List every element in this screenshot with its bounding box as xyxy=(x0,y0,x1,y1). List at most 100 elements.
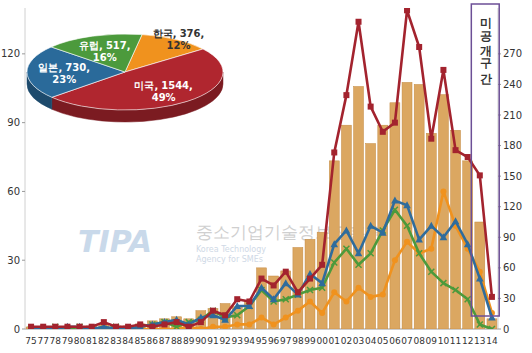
marker xyxy=(356,19,362,25)
marker xyxy=(404,8,410,13)
marker xyxy=(270,295,278,302)
x-tick-label: 93 xyxy=(232,336,243,346)
marker xyxy=(234,296,240,302)
y-tick-label: 60 xyxy=(7,186,20,197)
marker xyxy=(368,104,374,110)
marker xyxy=(331,260,337,266)
bar xyxy=(475,222,485,329)
x-tick-label: 05 xyxy=(377,336,388,346)
marker xyxy=(89,324,95,329)
marker xyxy=(28,324,34,329)
bar xyxy=(402,82,412,329)
marker xyxy=(343,92,349,98)
pie-category: 일본, xyxy=(38,62,62,73)
marker xyxy=(391,197,399,204)
y-tick xyxy=(22,122,25,123)
marker xyxy=(113,324,119,329)
watermark: Korea Technology xyxy=(196,245,266,254)
marker xyxy=(149,324,155,329)
marker xyxy=(222,312,228,318)
marker xyxy=(343,226,351,233)
marker xyxy=(380,292,386,298)
x-tick-label: 09 xyxy=(426,336,438,346)
marker xyxy=(427,222,435,229)
pie-label: 일본,730, xyxy=(38,62,90,73)
marker xyxy=(64,324,70,329)
line xyxy=(31,210,492,329)
x-tick-label: 92 xyxy=(219,336,230,346)
marker xyxy=(392,257,398,263)
x-tick-label: 04 xyxy=(365,336,377,346)
watermark: TIPA xyxy=(78,224,152,259)
y2-tick-label: 180 xyxy=(503,140,522,151)
marker xyxy=(283,296,289,302)
marker xyxy=(392,120,398,126)
pie-category: 미국, xyxy=(134,80,158,91)
marker xyxy=(453,287,459,293)
y2-tick-label: 150 xyxy=(503,171,522,182)
y-tick xyxy=(22,329,25,330)
marker xyxy=(283,269,289,275)
pie-percent-label: 49% xyxy=(152,92,176,103)
marker xyxy=(282,279,290,286)
marker xyxy=(428,136,434,142)
marker xyxy=(246,298,252,304)
marker xyxy=(440,280,446,286)
x-tick-label: 01 xyxy=(329,336,340,346)
marker xyxy=(40,324,46,329)
marker xyxy=(64,323,72,329)
pie-value-label: 1544, xyxy=(161,80,193,91)
x-tick-label: 85 xyxy=(134,336,145,346)
x-tick-label: 97 xyxy=(280,336,291,346)
pie-label: 미국,1544, xyxy=(134,80,192,91)
marker xyxy=(210,324,216,329)
x-tick-label: 14 xyxy=(486,336,498,346)
pie-percent-label: 16% xyxy=(93,52,117,63)
pie-label: 유럽,517, xyxy=(79,40,131,51)
annotation: 미공개구간 xyxy=(477,8,494,78)
x-tick-label: 82 xyxy=(98,336,109,346)
y2-tick-label: 0 xyxy=(503,324,509,335)
marker xyxy=(464,240,472,247)
y2-tick-label: 30 xyxy=(503,293,516,304)
marker xyxy=(367,222,375,229)
y2-tick-label: 90 xyxy=(503,232,516,243)
x-tick-label: 08 xyxy=(413,336,425,346)
y2-tick xyxy=(498,329,501,330)
y-tick-label: 120 xyxy=(1,48,20,59)
marker xyxy=(416,250,422,256)
x-tick-label: 10 xyxy=(438,336,450,346)
marker xyxy=(330,240,338,247)
pie xyxy=(27,34,223,122)
marker xyxy=(489,326,495,329)
marker xyxy=(452,217,460,224)
background xyxy=(0,0,532,353)
chart: TIPA중소기업기술정보진흥원Korea TechnologyAgency fo… xyxy=(0,0,532,353)
x-tick-label: 81 xyxy=(86,336,97,346)
x-tick-label: 78 xyxy=(50,336,62,346)
marker xyxy=(101,319,107,325)
marker xyxy=(271,282,277,288)
x-tick-label: 99 xyxy=(304,336,316,346)
x-tick-label: 00 xyxy=(316,336,328,346)
marker xyxy=(137,321,143,327)
bar xyxy=(414,84,424,329)
marker xyxy=(319,310,325,316)
x-tick-label: 13 xyxy=(474,336,485,346)
marker xyxy=(379,229,387,236)
y2-tick-label: 270 xyxy=(503,48,522,59)
marker xyxy=(77,324,83,329)
x-tick-label: 11 xyxy=(450,336,461,346)
marker xyxy=(368,250,374,256)
marker xyxy=(77,324,83,329)
x-tick-label: 02 xyxy=(341,336,352,346)
marker xyxy=(415,236,423,243)
x-tick-label: 12 xyxy=(462,336,473,346)
x-tick-label: 07 xyxy=(401,336,412,346)
x-tick-label: 75 xyxy=(25,336,36,346)
pie-percent-label: 23% xyxy=(52,74,76,85)
marker xyxy=(246,321,252,327)
marker xyxy=(186,324,192,329)
pie-value-label: 730, xyxy=(65,62,90,73)
marker xyxy=(440,233,448,240)
